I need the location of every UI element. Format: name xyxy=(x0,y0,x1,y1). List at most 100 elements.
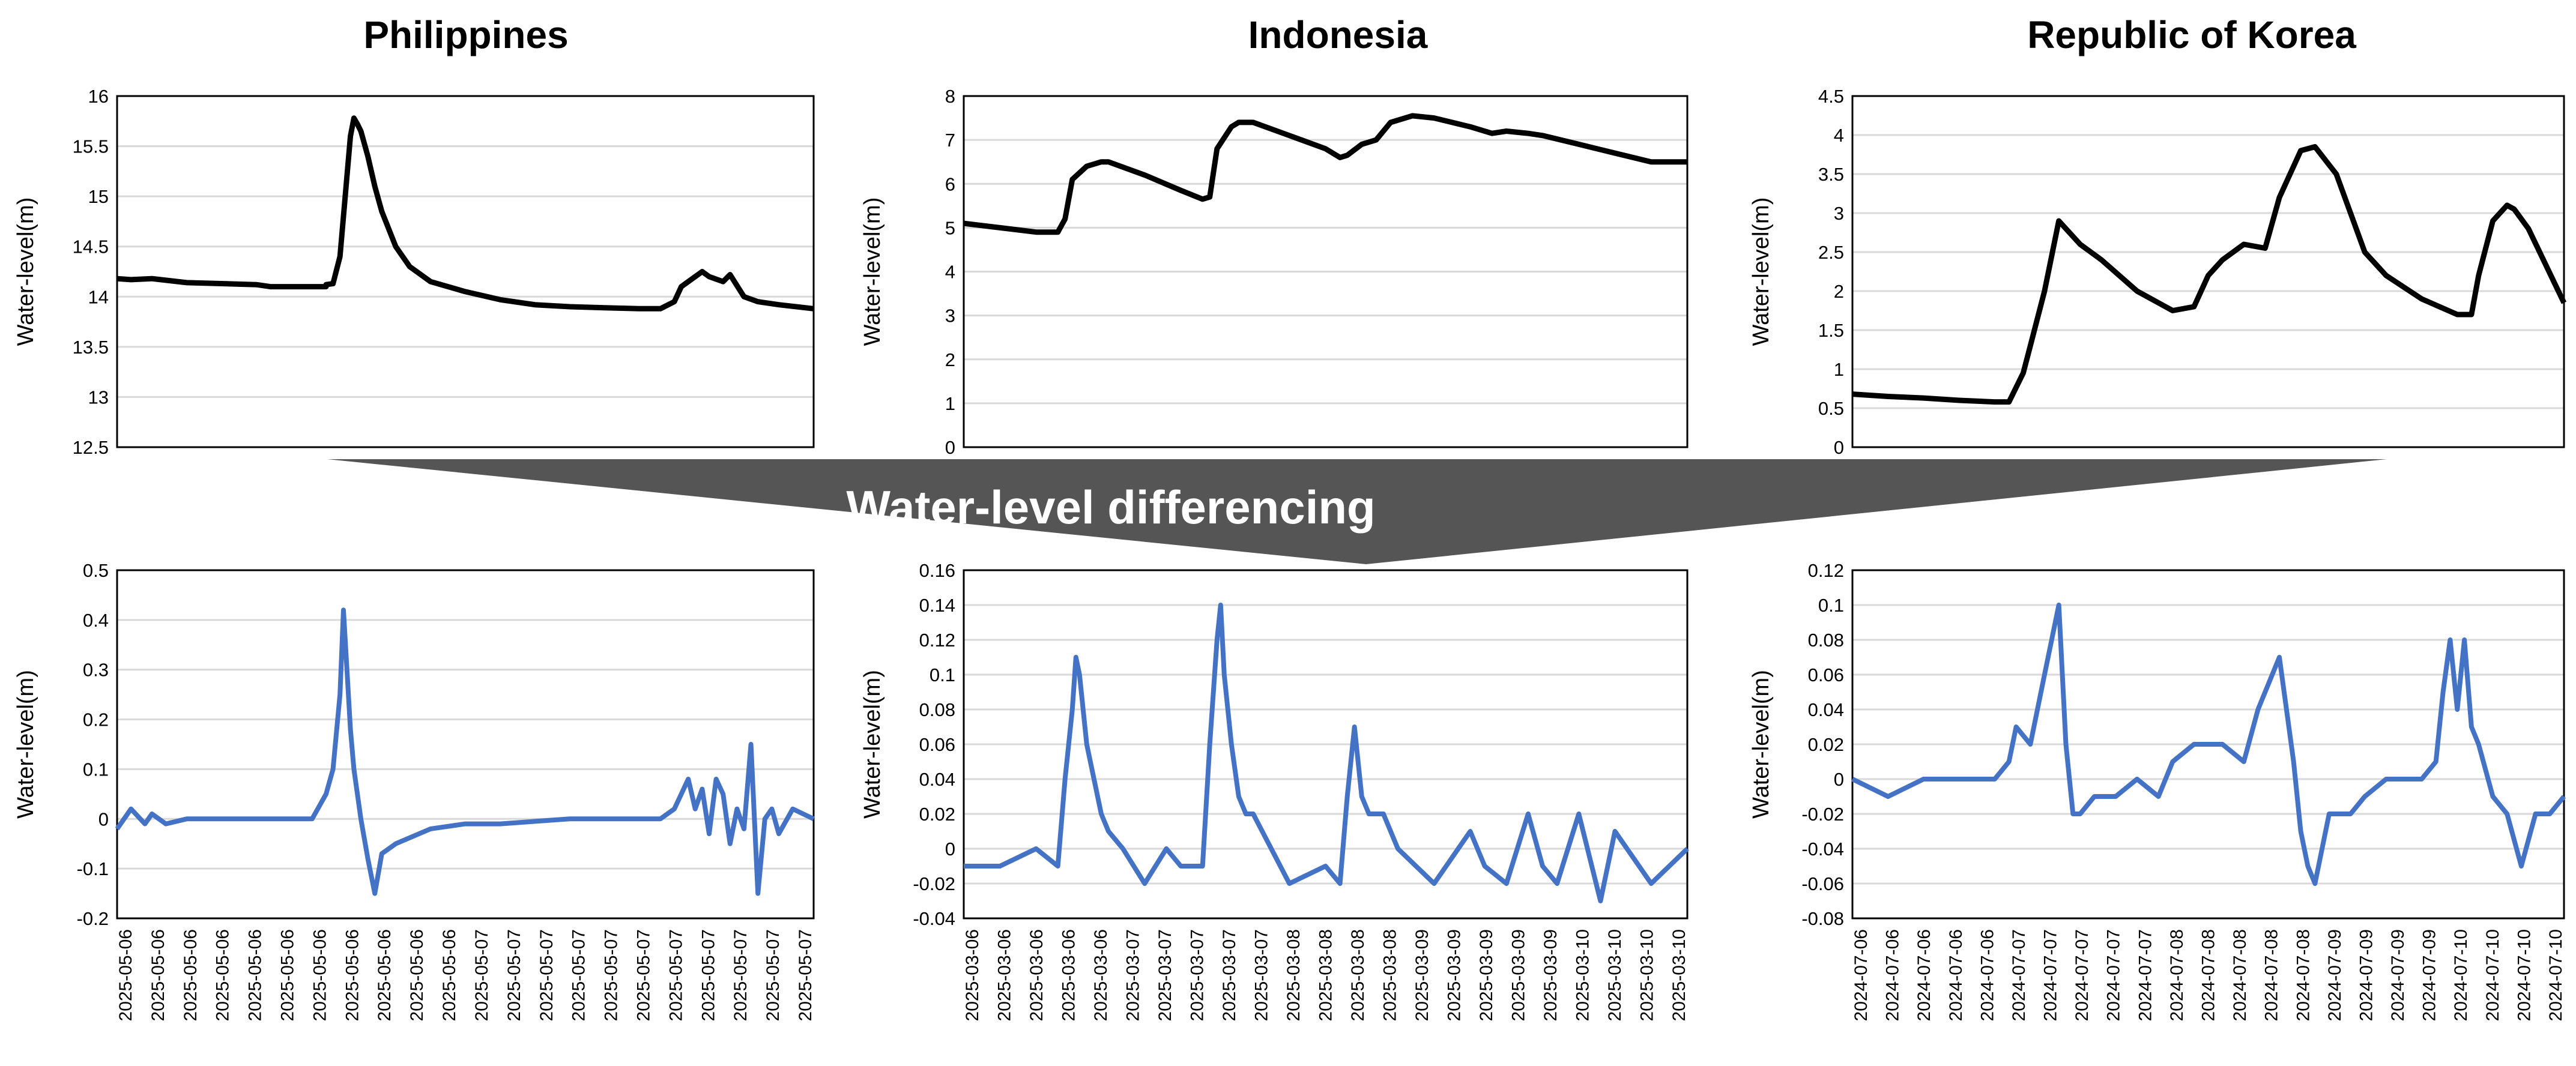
y-tick-label: 0.04 xyxy=(1808,699,1844,720)
y-axis-label: Water-level(m) xyxy=(1749,670,1774,819)
band-title: Water-level differencing xyxy=(846,481,1376,534)
x-tick-label: 2024-07-10 xyxy=(2514,929,2534,1021)
y-tick-label: 1.5 xyxy=(1818,320,1844,341)
x-tick-label: 2025-05-07 xyxy=(602,929,621,1021)
x-tick-label: 2025-03-09 xyxy=(1445,929,1465,1021)
y-tick-label: -0.02 xyxy=(1801,804,1844,825)
plot-frame xyxy=(963,95,1689,448)
x-tick-label: 2024-07-07 xyxy=(2104,929,2124,1021)
x-tick-label: 2024-07-06 xyxy=(1883,929,1903,1021)
y-axis-label: Water-level(m) xyxy=(860,197,885,346)
chart-id-diff: -0.04 -0.02 0 0.02 0.04 0.06 0.08 0.1 0.12 0.14 0.… xyxy=(860,560,1689,1021)
x-tick-label: 2025-05-07 xyxy=(698,929,718,1021)
y-tick-label: 2 xyxy=(945,349,955,370)
y-tick-label: 0.04 xyxy=(919,769,955,790)
y-tick-label: -0.08 xyxy=(1801,908,1844,929)
y-tick-label: 4.5 xyxy=(1818,86,1844,107)
y-tick-label: 6 xyxy=(945,173,955,194)
x-tick-label: 2024-07-10 xyxy=(2483,929,2503,1021)
y-tick-label: 0 xyxy=(1834,437,1844,458)
x-tick-label: 2025-05-07 xyxy=(569,929,589,1021)
chart-id-raw: 0 1 2 3 4 5 6 7 8 Water-level(m) xyxy=(860,86,1689,458)
x-tick-label: 2025-03-06 xyxy=(1091,929,1111,1021)
y-tick-label: -0.02 xyxy=(913,873,955,894)
x-tick-label: 2024-07-08 xyxy=(2167,929,2187,1021)
y-tick-label: 0.08 xyxy=(919,699,955,720)
x-tick-label: 2024-07-07 xyxy=(2041,929,2061,1021)
y-axis-label: Water-level(m) xyxy=(13,197,38,346)
chart-kr-raw: 0 0.5 1 1.5 2 2.5 3 3.5 4 4.5 Water-level(m) xyxy=(1749,86,2567,458)
x-tick-label: 2024-07-06 xyxy=(1851,929,1871,1021)
differencing-arrow-shape xyxy=(327,459,2387,564)
x-tick-label: 2025-05-07 xyxy=(472,929,492,1021)
x-tick-label: 2025-03-07 xyxy=(1220,929,1239,1021)
y-tick-label: 3 xyxy=(945,306,955,327)
x-tick-label: 2024-07-07 xyxy=(2009,929,2029,1021)
y-tick-label: 0.5 xyxy=(1818,398,1844,419)
x-tick-label: 2024-07-09 xyxy=(2325,929,2345,1021)
y-tick-label: 2 xyxy=(1834,281,1844,302)
y-tick-label: 7 xyxy=(945,130,955,151)
y-tick-label: 0.4 xyxy=(83,610,109,631)
chart-ph-raw: 12.5 13 13.5 14 14.5 15 15.5 16 Water-level(m) xyxy=(13,86,815,458)
plot-frame xyxy=(1851,95,2565,448)
x-tick-label: 2025-05-06 xyxy=(181,929,201,1021)
x-tick-label: 2025-05-06 xyxy=(278,929,298,1021)
y-tick-label: 3.5 xyxy=(1818,164,1844,185)
y-tick-label: 1 xyxy=(1834,359,1844,380)
x-tick-label: 2025-03-08 xyxy=(1316,929,1336,1021)
y-tick-label: 12.5 xyxy=(73,437,109,458)
y-tick-label: 0 xyxy=(945,437,955,458)
x-tick-label: 2025-03-10 xyxy=(1605,929,1625,1021)
x-tick-label: 2025-05-06 xyxy=(246,929,265,1021)
y-axis-label: Water-level(m) xyxy=(860,670,885,819)
x-tick-label: 2025-05-06 xyxy=(440,929,459,1021)
x-tick-label: 2025-03-10 xyxy=(1637,929,1657,1021)
x-tick-label: 2024-07-09 xyxy=(2388,929,2408,1021)
y-tick-label: 0.02 xyxy=(1808,734,1844,755)
y-tick-label: 0.02 xyxy=(919,804,955,825)
y-tick-label: 0.1 xyxy=(1818,595,1844,616)
x-tick-label: 2024-07-08 xyxy=(2293,929,2313,1021)
plot-frame xyxy=(963,569,1689,920)
y-tick-label: -0.2 xyxy=(77,908,109,929)
series-line xyxy=(964,603,1689,903)
plot-frame xyxy=(116,95,815,448)
y-tick-label: 4 xyxy=(1834,125,1844,146)
y-tick-label: -0.1 xyxy=(77,858,109,879)
x-tick-label: 2025-05-07 xyxy=(504,929,524,1021)
chart-ph-diff: -0.2 -0.1 0 0.1 0.2 0.3 0.4 0.5 Water-level(m) 20… xyxy=(13,560,815,1021)
y-tick-label: 0 xyxy=(98,809,109,830)
x-tick-label: 2025-03-09 xyxy=(1509,929,1529,1021)
series-line xyxy=(1852,144,2567,405)
x-tick-label: 2025-05-06 xyxy=(148,929,168,1021)
x-tick-label: 2024-07-06 xyxy=(1977,929,1997,1021)
x-tick-label: 2025-03-07 xyxy=(1155,929,1175,1021)
plot-frame xyxy=(116,569,815,920)
y-tick-label: 15 xyxy=(88,186,109,207)
y-tick-label: -0.04 xyxy=(913,908,955,929)
y-tick-label: 0.16 xyxy=(919,560,955,581)
y-tick-label: 2.5 xyxy=(1818,242,1844,263)
x-tick-label: 2025-03-08 xyxy=(1380,929,1400,1021)
x-tick-label: 2025-03-09 xyxy=(1541,929,1561,1021)
x-tick-label: 2025-05-07 xyxy=(537,929,557,1021)
x-tick-label: 2025-05-07 xyxy=(796,929,815,1021)
x-tick-label: 2025-05-07 xyxy=(666,929,686,1021)
x-tick-label: 2024-07-08 xyxy=(2199,929,2219,1021)
x-tick-label: 2025-05-07 xyxy=(633,929,653,1021)
y-tick-label: 0.1 xyxy=(83,759,109,780)
y-tick-label: 0 xyxy=(1834,769,1844,790)
x-tick-label: 2024-07-10 xyxy=(2451,929,2471,1021)
y-tick-label: 0.5 xyxy=(83,560,109,581)
x-tick-label: 2024-07-06 xyxy=(1914,929,1934,1021)
x-tick-label: 2025-03-10 xyxy=(1573,929,1593,1021)
y-tick-label: 14 xyxy=(88,286,109,307)
x-tick-label: 2024-07-08 xyxy=(2262,929,2282,1021)
series-line xyxy=(115,607,815,896)
series-line xyxy=(963,113,1687,235)
x-tick-label: 2025-05-06 xyxy=(213,929,233,1021)
x-tick-label: 2025-03-09 xyxy=(1477,929,1496,1021)
